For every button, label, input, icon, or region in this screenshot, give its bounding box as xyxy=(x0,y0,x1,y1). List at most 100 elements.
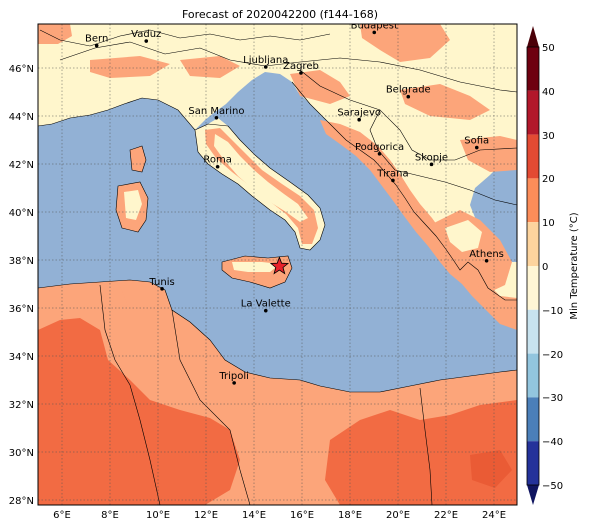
city-label: Athens xyxy=(469,249,504,260)
land-north-mild-1 xyxy=(360,24,450,62)
lat-tick: 42°N xyxy=(9,160,34,171)
city-label: Vaduz xyxy=(131,29,161,40)
colorbar-tick: 0 xyxy=(542,262,548,273)
lon-tick-labels: 6°E 8°E 10°E 12°E 14°E 16°E 18°E 20°E 22… xyxy=(53,510,506,521)
city-dot xyxy=(160,287,164,291)
city-label: Belgrade xyxy=(386,85,431,96)
star-icon xyxy=(269,256,290,275)
colorbar-label: Min Temperature (°C) xyxy=(569,212,580,319)
city-label: La Valette xyxy=(241,299,291,310)
colorbar-band xyxy=(527,222,539,266)
lat-tick: 32°N xyxy=(9,400,34,411)
city-dot xyxy=(377,151,382,156)
colorbar-tick: −10 xyxy=(542,306,563,317)
lat-tick: 38°N xyxy=(9,256,34,267)
city-san-marino: San Marino xyxy=(188,106,244,120)
map-title: Forecast of 2020042200 (f144-168) xyxy=(182,8,378,21)
land-north-mild-3 xyxy=(90,56,170,78)
colorbar-tick: 50 xyxy=(542,43,555,54)
city-tripoli: Tripoli xyxy=(218,371,249,385)
lon-tick: 24°E xyxy=(482,510,506,521)
lat-tick: 44°N xyxy=(9,112,34,123)
colorbar-tick: 30 xyxy=(542,131,555,142)
city-label: Tirana xyxy=(376,168,408,179)
city-tirana: Tirana xyxy=(376,168,409,183)
city-label: Sofia xyxy=(464,136,489,147)
colorbar-band xyxy=(527,47,539,91)
graticule xyxy=(38,24,517,505)
colorbar-band xyxy=(527,309,539,354)
land-greece-cool xyxy=(445,220,482,252)
colorbar-band xyxy=(527,134,539,179)
city-label: San Marino xyxy=(188,106,244,117)
lat-tick: 46°N xyxy=(9,64,34,75)
lon-tick: 8°E xyxy=(101,510,119,521)
colorbar-extend-bottom xyxy=(527,485,539,505)
land-africa-warm-west xyxy=(38,318,240,505)
city-dot xyxy=(299,71,303,75)
city-label: Budapest xyxy=(351,20,398,31)
lat-tick: 34°N xyxy=(9,352,34,363)
colorbar-extend-top xyxy=(527,26,539,47)
city-bern: Bern xyxy=(85,34,108,48)
city-dot xyxy=(406,94,411,99)
colorbar-bands xyxy=(527,47,539,485)
city-label: Tunis xyxy=(148,277,174,288)
city-dot xyxy=(357,117,361,122)
city-dot xyxy=(214,116,219,120)
land-north-mild-7 xyxy=(460,136,517,172)
city-dot xyxy=(391,178,395,183)
land-tunisia-mild xyxy=(120,284,160,310)
country-borders xyxy=(38,29,517,505)
city-la-valette: La Valette xyxy=(241,299,291,313)
colorbar-tick: 10 xyxy=(542,218,555,229)
city-tunis: Tunis xyxy=(148,277,175,291)
lat-tick: 28°N xyxy=(9,496,34,507)
land-italy-cool-band xyxy=(214,134,308,222)
city-sofia: Sofia xyxy=(464,136,489,150)
lat-tick: 40°N xyxy=(9,208,34,219)
city-dot xyxy=(94,43,99,48)
colorbar-frame xyxy=(526,46,540,486)
city-budapest: Budapest xyxy=(351,20,398,35)
lat-tick: 36°N xyxy=(9,304,34,315)
city-dot xyxy=(263,65,268,69)
colorbar-band xyxy=(527,90,539,135)
city-ljubljana: Ljubljana xyxy=(243,55,288,69)
city-label: Skopje xyxy=(415,152,448,163)
city-belgrade: Belgrade xyxy=(386,85,431,99)
city-dot xyxy=(144,39,149,43)
city-dot xyxy=(474,145,479,150)
land-sardinia-cool xyxy=(124,190,142,220)
land-corsica xyxy=(130,146,146,172)
colorbar-tick: −40 xyxy=(542,437,563,448)
city-dot xyxy=(484,258,489,263)
colorbar-tick: 20 xyxy=(542,174,555,185)
city-roma: Roma xyxy=(203,155,232,169)
colorbar-band xyxy=(527,266,539,310)
colorbar-band xyxy=(527,353,539,398)
city-dot xyxy=(372,30,377,35)
city-zagreb: Zagreb xyxy=(283,61,319,75)
city-skopje: Skopje xyxy=(415,152,448,167)
city-label: Podgorica xyxy=(355,142,404,153)
city-label: Ljubljana xyxy=(243,55,288,66)
city-dot xyxy=(232,381,236,385)
lat-tick-labels: 46°N 44°N 42°N 40°N 38°N 36°N 34°N 32°N … xyxy=(9,64,34,507)
city-label: Bern xyxy=(85,34,108,45)
city-label: Sarajevo xyxy=(337,108,381,119)
map-frame xyxy=(37,23,518,506)
city-athens: Athens xyxy=(469,249,504,263)
city-dot xyxy=(429,162,434,167)
colorbar-tick: −50 xyxy=(542,481,563,492)
city-label: Tripoli xyxy=(218,371,249,382)
lon-tick: 12°E xyxy=(194,510,218,521)
land-north-mild-5 xyxy=(290,70,350,104)
lon-tick: 6°E xyxy=(53,510,71,521)
lat-tick: 30°N xyxy=(9,448,34,459)
land-africa-warm-east xyxy=(325,400,517,505)
lon-tick: 20°E xyxy=(386,510,410,521)
